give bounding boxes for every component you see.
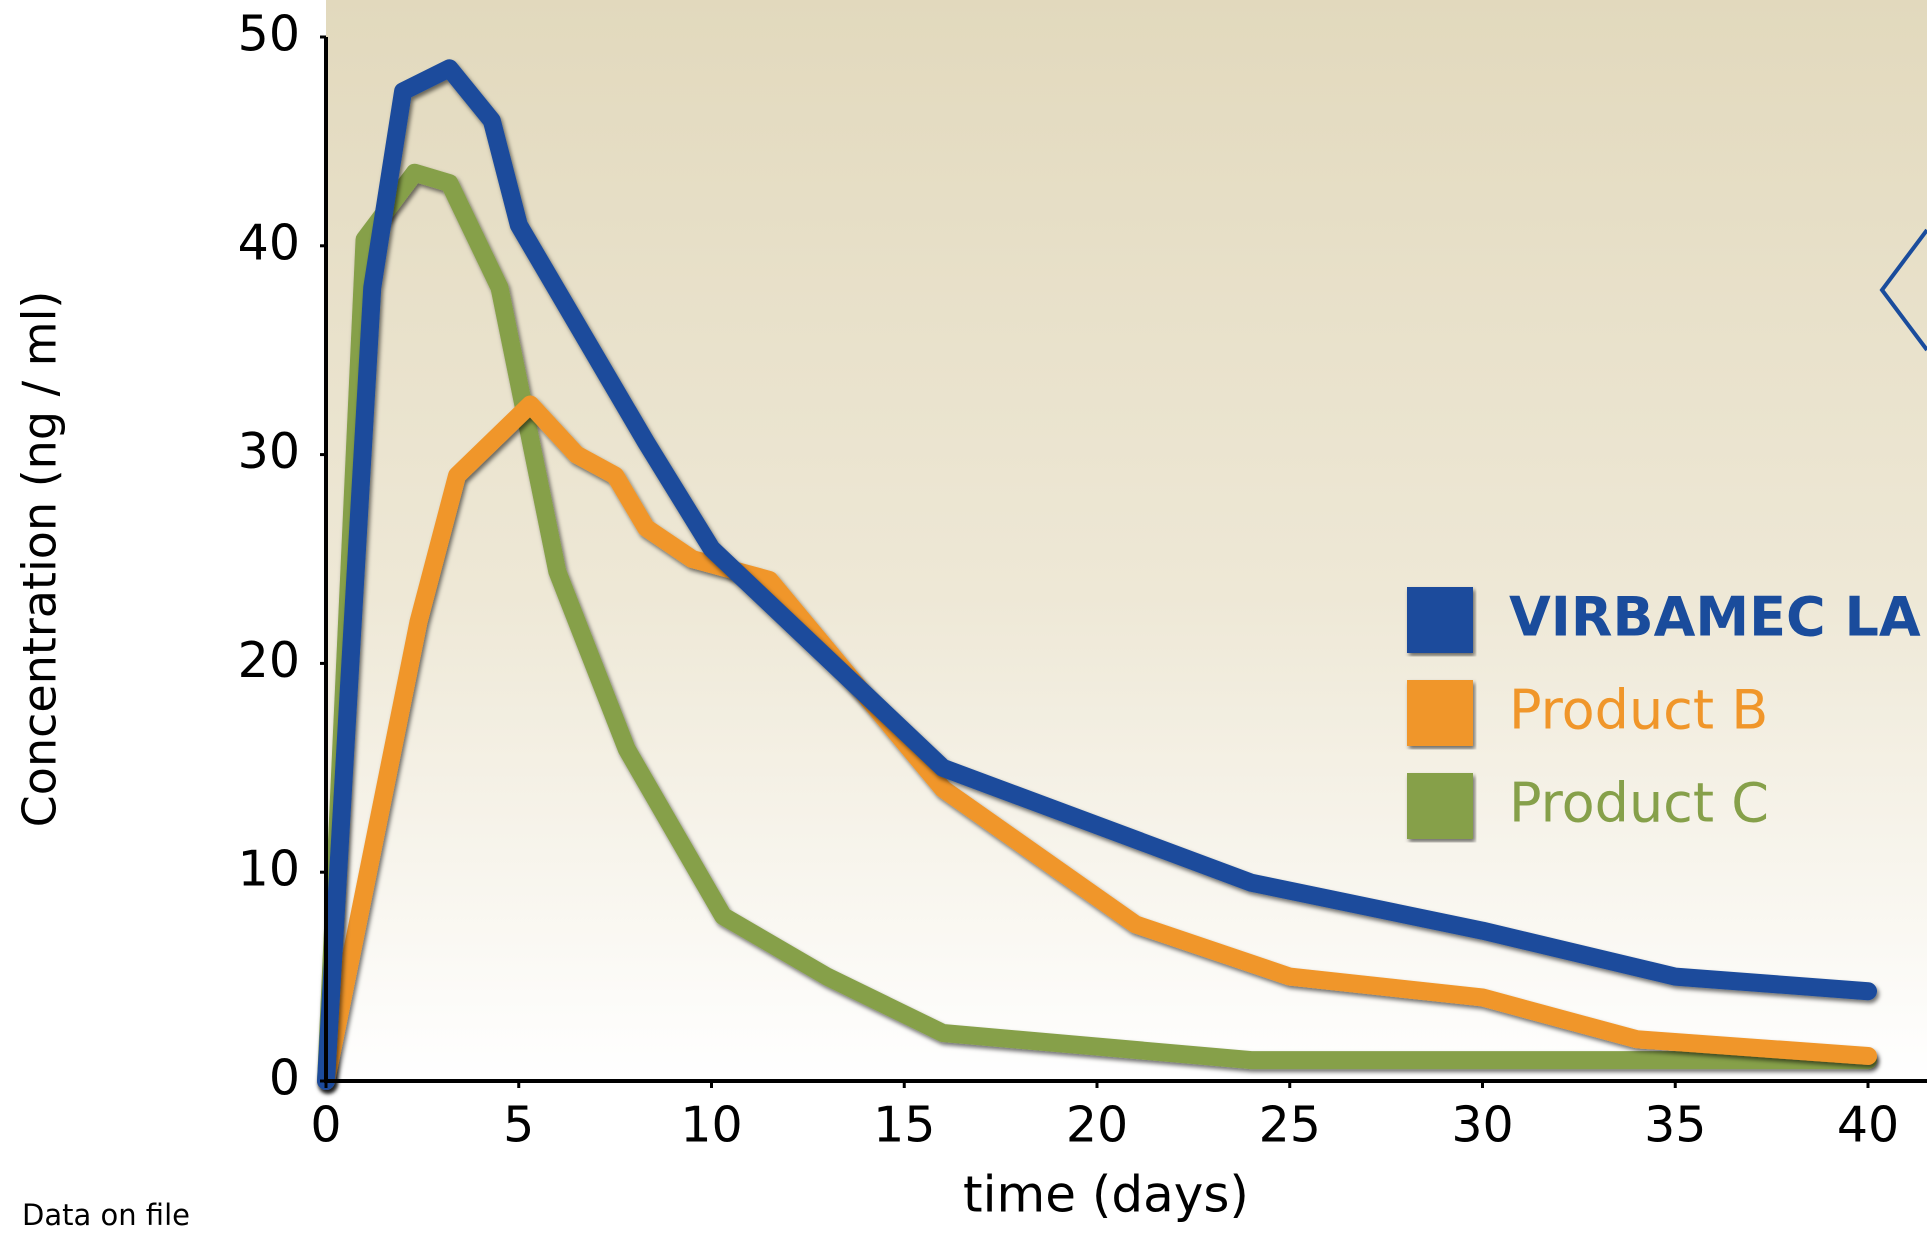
decoration — [1879, 228, 1927, 352]
y-tick-label: 10 — [238, 841, 300, 898]
x-tick-label: 40 — [1837, 1097, 1899, 1154]
y-axis-title: Concentration (ng / ml) — [13, 291, 67, 828]
x-tick-label: 15 — [873, 1097, 935, 1154]
legend-label: Product B — [1509, 679, 1768, 742]
x-tick-label: 25 — [1259, 1097, 1321, 1154]
y-tick-label: 40 — [238, 214, 300, 271]
legend-swatch — [1407, 773, 1473, 839]
background-photo — [326, 0, 1927, 1081]
x-tick-label: 20 — [1066, 1097, 1128, 1154]
note: Data on file — [22, 1198, 190, 1232]
legend-label: VIRBAMEC LA — [1509, 586, 1921, 649]
x-tick-label: 10 — [680, 1097, 742, 1154]
x-tick-label: 35 — [1644, 1097, 1706, 1154]
x-axis-title: time (days) — [963, 1166, 1249, 1224]
y-tick-label: 20 — [238, 632, 300, 689]
series-line — [317, 163, 1877, 1090]
series-line — [317, 395, 1877, 1090]
y-tick-label: 50 — [238, 6, 300, 63]
y-tick-label: 0 — [269, 1050, 300, 1107]
legend-label: Product C — [1509, 772, 1769, 835]
y-tick-label: 30 — [238, 423, 300, 480]
x-tick-label: 5 — [503, 1097, 534, 1154]
legend-swatch — [1407, 587, 1473, 653]
legend-swatch — [1407, 680, 1473, 746]
series-line — [317, 59, 1877, 1090]
x-tick-label: 30 — [1451, 1097, 1513, 1154]
x-tick-label: 0 — [310, 1097, 341, 1154]
